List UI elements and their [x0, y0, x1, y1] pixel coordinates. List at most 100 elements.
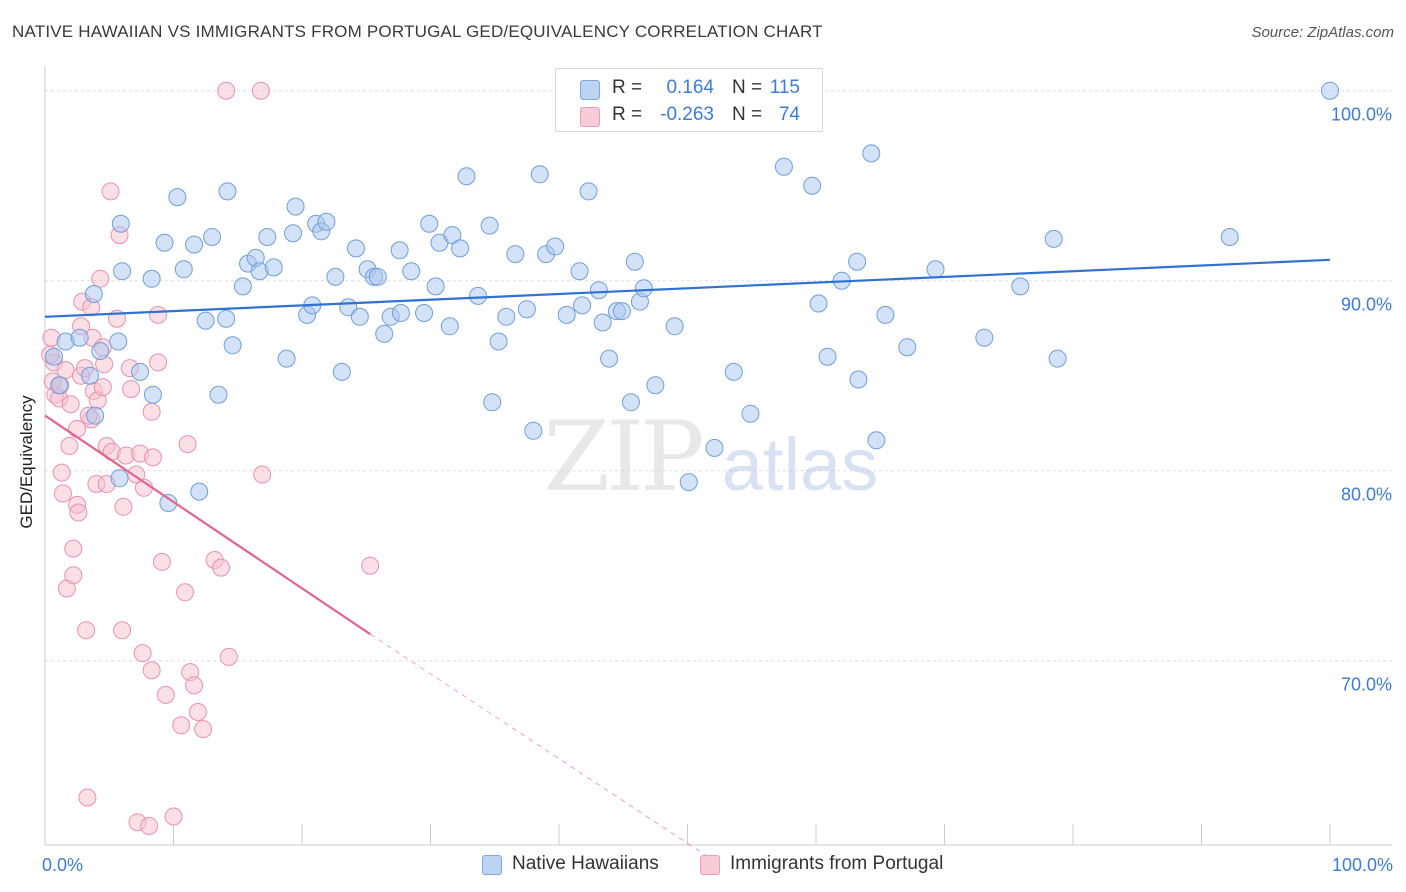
point-native-hawaiians — [443, 226, 462, 245]
point-native-hawaiians — [849, 370, 868, 389]
point-native-hawaiians — [724, 362, 743, 381]
point-immigrants-portugal — [176, 583, 195, 602]
point-native-hawaiians — [80, 366, 99, 385]
point-native-hawaiians — [420, 214, 439, 233]
x-tick-label: 0.0% — [42, 855, 83, 875]
point-native-hawaiians — [741, 404, 760, 423]
point-native-hawaiians — [155, 233, 174, 252]
legend-label: Native Hawaiians — [512, 853, 659, 874]
point-native-hawaiians — [625, 252, 644, 271]
point-native-hawaiians — [867, 431, 886, 450]
point-native-hawaiians — [506, 245, 525, 264]
axes — [44, 66, 1392, 846]
point-immigrants-portugal — [149, 353, 168, 372]
legend-row-immigrants-portugal: R = -0.263 N = 74 — [556, 101, 822, 129]
point-native-hawaiians — [317, 212, 336, 231]
legend-swatch-blue — [482, 855, 502, 875]
point-immigrants-portugal — [149, 305, 168, 324]
point-native-hawaiians — [131, 362, 150, 381]
point-immigrants-portugal — [52, 463, 71, 482]
legend-row-native-hawaiians: R = 0.164 N = 115 — [556, 74, 822, 102]
point-immigrants-portugal — [178, 435, 197, 454]
point-immigrants-portugal — [361, 556, 380, 575]
point-native-hawaiians — [174, 260, 193, 279]
point-immigrants-portugal — [164, 807, 183, 826]
point-native-hawaiians — [368, 267, 387, 286]
legend-r-value: 0.164 — [666, 77, 714, 98]
point-native-hawaiians — [926, 260, 945, 279]
point-immigrants-portugal — [140, 817, 159, 835]
point-native-hawaiians — [898, 338, 917, 357]
point-native-hawaiians — [483, 393, 502, 412]
point-native-hawaiians — [111, 214, 130, 233]
point-immigrants-portugal — [93, 378, 112, 397]
series-legend: Native Hawaiians Immigrants from Portuga… — [0, 852, 1406, 878]
point-native-hawaiians — [223, 336, 242, 355]
point-immigrants-portugal — [56, 361, 75, 379]
point-native-hawaiians — [1220, 228, 1239, 246]
source-label: Source: ZipAtlas.com — [1251, 24, 1394, 41]
point-native-hawaiians — [217, 309, 236, 328]
point-native-hawaiians — [469, 286, 488, 305]
point-native-hawaiians — [113, 262, 132, 281]
point-immigrants-portugal — [113, 621, 132, 640]
point-native-hawaiians — [634, 279, 653, 298]
point-native-hawaiians — [621, 393, 640, 412]
point-native-hawaiians — [142, 269, 161, 288]
point-native-hawaiians — [862, 144, 881, 163]
legend-r-label: R = — [612, 104, 643, 125]
point-immigrants-portugal — [143, 448, 162, 467]
point-native-hawaiians — [457, 167, 476, 186]
point-native-hawaiians — [390, 241, 409, 260]
y-tick-label: 100.0% — [1331, 105, 1392, 125]
point-immigrants-portugal — [253, 465, 272, 484]
point-native-hawaiians — [600, 349, 619, 368]
y-tick-labels: 70.0% 80.0% 90.0% 100.0% — [1331, 105, 1392, 695]
legend-swatch-pink — [700, 855, 720, 875]
point-immigrants-portugal — [91, 269, 110, 288]
point-native-hawaiians — [1321, 81, 1339, 100]
point-native-hawaiians — [110, 469, 129, 488]
point-immigrants-portugal — [101, 182, 120, 201]
point-native-hawaiians — [375, 324, 394, 343]
legend-r-value: -0.263 — [660, 104, 714, 125]
point-native-hawaiians — [524, 421, 543, 440]
point-immigrants-portugal — [156, 685, 175, 704]
point-native-hawaiians — [185, 235, 204, 254]
point-native-hawaiians — [346, 239, 365, 258]
legend-n-label: N = — [732, 77, 763, 98]
point-immigrants-portugal — [114, 497, 133, 516]
point-native-hawaiians — [489, 332, 508, 351]
point-native-hawaiians — [705, 438, 724, 457]
point-native-hawaiians — [218, 182, 237, 201]
point-native-hawaiians — [109, 332, 128, 351]
point-native-hawaiians — [1048, 349, 1067, 368]
y-axis-label: GED/Equivalency — [17, 395, 36, 529]
point-native-hawaiians — [451, 239, 470, 258]
point-immigrants-portugal — [142, 402, 161, 421]
point-native-hawaiians — [415, 304, 434, 322]
point-native-hawaiians — [209, 385, 228, 404]
point-immigrants-portugal — [78, 788, 97, 807]
legend-r-label: R = — [612, 77, 643, 98]
point-native-hawaiians — [50, 376, 69, 395]
stats-legend: R = 0.164 N = 115 R = -0.263 N = 74 — [555, 68, 823, 132]
point-immigrants-portugal — [185, 676, 204, 695]
point-native-hawaiians — [44, 347, 63, 366]
point-native-hawaiians — [818, 347, 837, 366]
point-immigrants-portugal — [64, 539, 83, 558]
point-native-hawaiians — [774, 157, 793, 176]
point-native-hawaiians — [258, 228, 277, 246]
point-native-hawaiians — [1044, 229, 1063, 248]
point-native-hawaiians — [326, 267, 345, 286]
point-native-hawaiians — [196, 311, 215, 330]
point-native-hawaiians — [350, 307, 369, 326]
point-immigrants-portugal — [69, 503, 88, 522]
point-immigrants-portugal — [212, 558, 231, 577]
point-native-hawaiians — [233, 277, 252, 296]
legend-n-value: 74 — [778, 104, 800, 125]
trend-lines — [44, 258, 1331, 861]
trend-line-immigrants-portugal — [44, 414, 371, 636]
gridlines — [45, 90, 1392, 662]
